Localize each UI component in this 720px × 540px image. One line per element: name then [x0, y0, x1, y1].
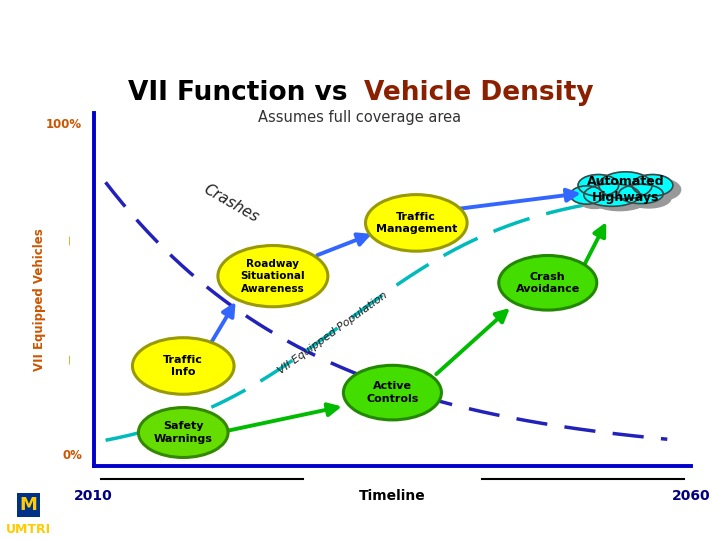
Text: Active
Controls: Active Controls	[366, 381, 418, 404]
Text: Crashes: Crashes	[201, 181, 261, 225]
Text: VII Function vs: VII Function vs	[127, 80, 356, 106]
Ellipse shape	[218, 246, 328, 307]
Text: VII Equipped Population: VII Equipped Population	[276, 290, 390, 376]
Text: Traffic
Info: Traffic Info	[163, 355, 203, 377]
Text: 2010: 2010	[74, 489, 113, 503]
Ellipse shape	[606, 180, 660, 207]
Ellipse shape	[618, 184, 663, 204]
Text: Timeline: Timeline	[359, 489, 426, 503]
Text: Roadway
Situational
Awareness: Roadway Situational Awareness	[240, 259, 305, 294]
Ellipse shape	[599, 172, 652, 199]
Ellipse shape	[584, 184, 640, 206]
Ellipse shape	[626, 188, 671, 208]
Ellipse shape	[632, 174, 673, 196]
Text: Crash
Avoidance: Crash Avoidance	[516, 272, 580, 294]
Text: 0%: 0%	[62, 449, 82, 462]
Ellipse shape	[499, 255, 597, 310]
Text: Traffic
Management: Traffic Management	[376, 212, 457, 234]
Ellipse shape	[640, 179, 680, 200]
Text: UMTRI: UMTRI	[6, 523, 51, 536]
Ellipse shape	[578, 190, 611, 208]
Ellipse shape	[578, 174, 618, 196]
Text: 2060: 2060	[672, 489, 711, 503]
Ellipse shape	[366, 194, 467, 251]
Ellipse shape	[592, 188, 648, 211]
Text: Safety
Warnings: Safety Warnings	[154, 421, 212, 444]
Text: 100%: 100%	[46, 118, 82, 131]
Text: Vehicle Density: Vehicle Density	[364, 80, 593, 106]
Ellipse shape	[138, 408, 228, 457]
Ellipse shape	[570, 186, 603, 204]
Ellipse shape	[586, 179, 626, 200]
Text: VII Equipped Vehicles: VII Equipped Vehicles	[33, 228, 46, 371]
Text: Assumes full coverage area: Assumes full coverage area	[258, 110, 462, 125]
Text: —: —	[65, 354, 75, 364]
Ellipse shape	[132, 338, 234, 394]
Text: M: M	[20, 496, 37, 514]
Text: Automated
Highways: Automated Highways	[587, 175, 665, 204]
Text: —: —	[65, 235, 75, 245]
Ellipse shape	[343, 366, 441, 420]
